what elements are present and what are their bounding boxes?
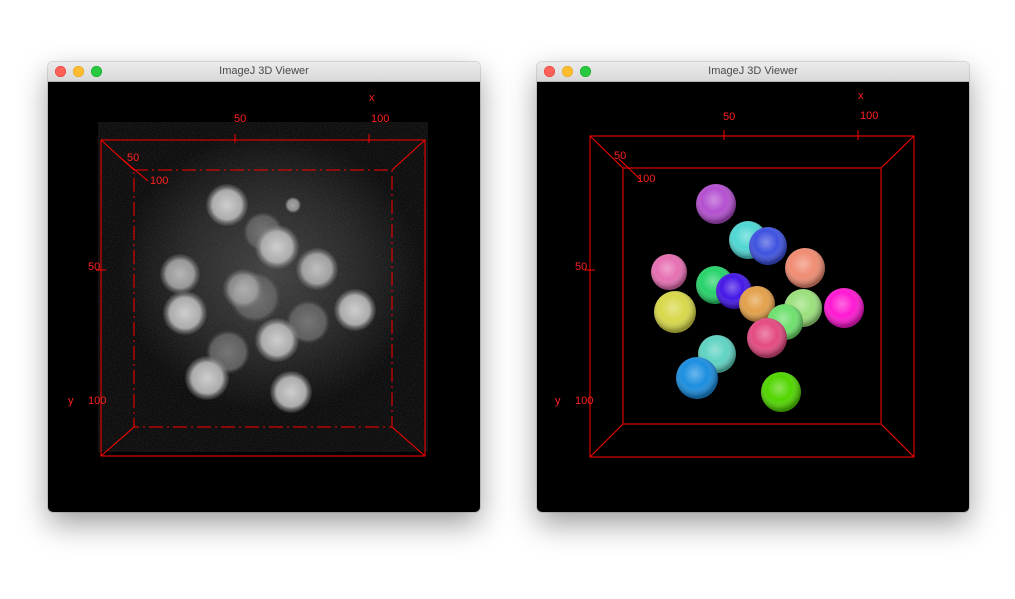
object-shading	[824, 288, 864, 328]
y-tick-50: 50	[575, 261, 587, 273]
x-axis-title: x	[858, 90, 864, 102]
object-shading	[739, 286, 775, 322]
y-axis-title: y	[555, 395, 561, 407]
close-window-button[interactable]	[544, 66, 555, 77]
bounding-box	[585, 130, 915, 458]
window-title: ImageJ 3D Viewer	[219, 65, 309, 77]
zoom-window-button[interactable]	[91, 66, 102, 77]
x-axis-title: x	[369, 92, 375, 104]
title-bar[interactable]: ImageJ 3D Viewer	[537, 62, 969, 82]
minimize-window-button[interactable]	[562, 66, 573, 77]
segmented-objects	[651, 184, 864, 412]
y-tick-50: 50	[88, 261, 100, 273]
x-tick-100: 100	[860, 110, 878, 122]
y-tick-100: 100	[575, 395, 593, 407]
object-shading	[696, 184, 736, 224]
3d-canvas[interactable]: x 50 100 50 100 50 100 y	[48, 82, 480, 512]
x-tick-50: 50	[234, 113, 246, 125]
z-tick-50: 50	[614, 150, 626, 162]
close-window-button[interactable]	[55, 66, 66, 77]
object-shading	[749, 227, 787, 265]
3d-scene: x 50 100 50 100 50 100 y	[555, 90, 915, 458]
object-shading	[676, 357, 718, 399]
bounding-box	[96, 134, 426, 457]
object-shading	[761, 372, 801, 412]
object-shading	[785, 248, 825, 288]
3d-canvas[interactable]: x 50 100 50 100 50 100 y	[537, 82, 969, 512]
3d-scene: x 50 100 50 100 50 100 y	[68, 92, 428, 457]
y-tick-100: 100	[88, 395, 106, 407]
x-tick-100: 100	[371, 113, 389, 125]
title-bar[interactable]: ImageJ 3D Viewer	[48, 62, 480, 82]
object-shading	[651, 254, 687, 290]
object-shading	[747, 318, 787, 358]
viewer-window-grayscale[interactable]: ImageJ 3D Viewer	[48, 62, 480, 512]
minimize-window-button[interactable]	[73, 66, 84, 77]
z-tick-100: 100	[150, 175, 168, 187]
y-axis-title: y	[68, 395, 74, 407]
z-tick-50: 50	[127, 152, 139, 164]
x-tick-50: 50	[723, 111, 735, 123]
zoom-window-button[interactable]	[580, 66, 591, 77]
window-title: ImageJ 3D Viewer	[708, 65, 798, 77]
viewer-window-segmentation[interactable]: ImageJ 3D Viewer	[537, 62, 969, 512]
object-shading	[654, 291, 696, 333]
noise-overlay	[98, 122, 428, 452]
z-tick-100: 100	[637, 173, 655, 185]
